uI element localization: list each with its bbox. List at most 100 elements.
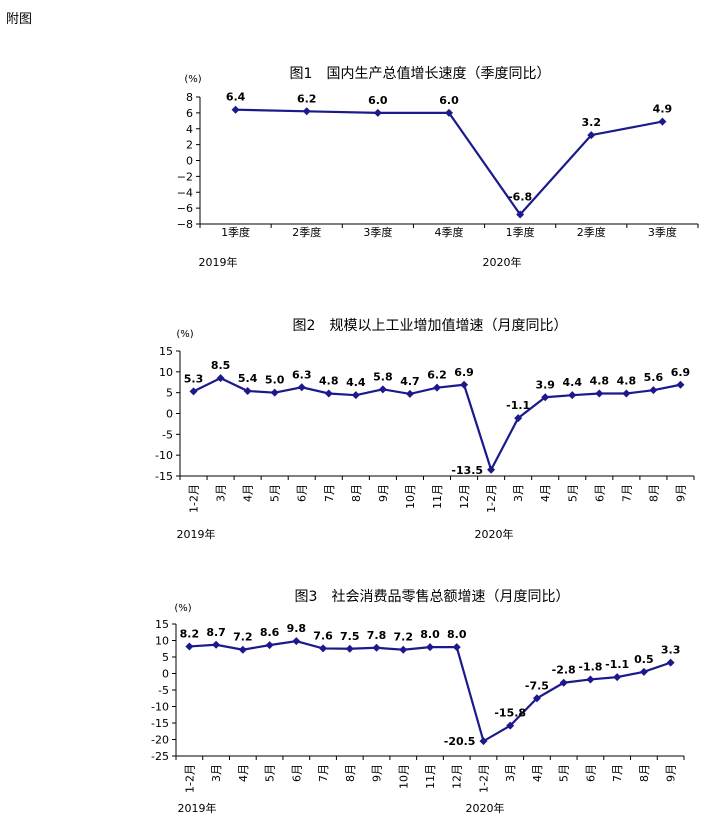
x-tick-label: 4月	[531, 764, 544, 782]
y-tick-label: 5	[162, 651, 169, 664]
x-tick-label: 7月	[323, 484, 336, 502]
data-label: 5.4	[238, 372, 258, 385]
y-tick-label: −6	[177, 202, 193, 215]
data-label: 5.8	[373, 370, 393, 383]
x-tick-label: 8月	[647, 484, 660, 502]
y-tick-label: 0	[162, 668, 169, 681]
y-tick-label: 15	[155, 618, 169, 631]
chart-title: 图2 规模以上工业增加值增速（月度同比）	[293, 318, 568, 334]
data-point	[460, 380, 469, 389]
y-axis-unit: (%)	[174, 603, 191, 614]
x-tick-label: 3月	[215, 484, 228, 502]
y-tick-label: -5	[162, 428, 173, 441]
y-tick-label: -10	[155, 449, 173, 462]
series-line	[189, 640, 671, 743]
data-label: 0.5	[634, 653, 654, 666]
data-label: 8.0	[447, 628, 467, 641]
data-label: 7.2	[233, 631, 253, 644]
x-tick-label: 5月	[269, 484, 282, 502]
x-tick-label: 2季度	[292, 225, 321, 239]
data-point	[405, 389, 414, 398]
y-tick-label: -25	[151, 750, 169, 763]
data-point	[324, 389, 333, 398]
x-tick-label: 4月	[539, 484, 552, 502]
data-point	[185, 642, 194, 651]
x-tick-label: 8月	[638, 764, 651, 782]
data-label: 6.9	[454, 366, 474, 379]
y-tick-label: 0	[186, 155, 193, 168]
data-label: -6.8	[508, 190, 532, 203]
y-tick-label: 2	[186, 139, 193, 152]
data-label: 6.2	[297, 92, 317, 105]
data-point	[243, 387, 252, 395]
x-tick-label: 1季度	[506, 225, 535, 239]
data-label: 4.7	[400, 375, 420, 388]
data-label: 8.2	[180, 627, 200, 640]
x-tick-label: 2季度	[577, 225, 606, 239]
y-tick-label: -20	[151, 734, 169, 747]
y-axis-unit: (%)	[184, 74, 201, 85]
data-label: -7.5	[525, 679, 549, 692]
x-tick-label: 1-2月	[188, 484, 201, 513]
x-tick-label: 9月	[377, 484, 390, 502]
x-tick-label: 5月	[264, 764, 277, 782]
data-label: -1.1	[605, 658, 629, 671]
data-point	[345, 644, 354, 653]
data-point	[487, 465, 496, 474]
x-tick-label: 9月	[371, 764, 384, 782]
data-point	[265, 641, 274, 650]
data-point	[586, 675, 595, 684]
data-point	[613, 673, 622, 682]
data-label: 4.9	[653, 103, 673, 116]
data-point	[433, 383, 441, 392]
y-tick-label: -15	[155, 470, 173, 483]
x-tick-label: 4月	[242, 484, 255, 502]
data-point	[676, 380, 685, 389]
y-tick-label: 6	[186, 107, 193, 120]
data-point	[297, 383, 306, 392]
data-label: 8.7	[206, 626, 226, 639]
data-label: 3.9	[535, 378, 555, 391]
x-tick-label: 1季度	[221, 225, 250, 239]
x-tick-label: 8月	[350, 484, 363, 502]
x-tick-label: 6月	[593, 484, 606, 502]
y-tick-label: −2	[177, 170, 193, 183]
data-point	[639, 667, 648, 676]
data-label: -2.8	[552, 664, 576, 677]
year-label: 2020年	[466, 801, 505, 815]
y-axis-unit: (%)	[176, 329, 193, 340]
data-point	[378, 385, 387, 394]
chart-title: 图3 社会消费品零售总额增速（月度同比）	[295, 589, 570, 605]
x-tick-label: 5月	[566, 484, 579, 502]
data-point	[595, 389, 604, 398]
data-point	[372, 643, 381, 652]
x-tick-label: 6月	[290, 764, 303, 782]
data-label: 6.4	[226, 91, 246, 104]
data-point	[506, 721, 515, 730]
data-label: 4.8	[617, 375, 637, 388]
data-point	[622, 389, 631, 398]
page-label: 附图	[6, 12, 33, 27]
data-point	[541, 393, 550, 402]
data-point	[426, 643, 434, 652]
data-label: 5.0	[265, 374, 285, 387]
data-label: -1.1	[506, 399, 530, 412]
data-point	[319, 644, 328, 653]
x-tick-label: 10月	[404, 484, 417, 509]
data-point	[270, 388, 279, 397]
x-tick-label: 7月	[620, 484, 633, 502]
data-point	[658, 117, 667, 126]
x-tick-label: 1-2月	[477, 764, 490, 793]
data-point	[479, 737, 488, 746]
x-tick-label: 11月	[431, 484, 444, 509]
data-point	[445, 108, 453, 117]
data-label: 7.6	[313, 629, 333, 642]
chart-title: 图1 国内生产总值增长速度（季度同比）	[290, 66, 551, 82]
data-label: 7.2	[394, 631, 414, 644]
y-tick-label: -15	[151, 717, 169, 730]
x-tick-label: 8月	[344, 764, 357, 782]
data-label: 7.5	[340, 630, 360, 643]
data-point	[568, 391, 577, 400]
y-tick-label: 0	[166, 408, 173, 421]
